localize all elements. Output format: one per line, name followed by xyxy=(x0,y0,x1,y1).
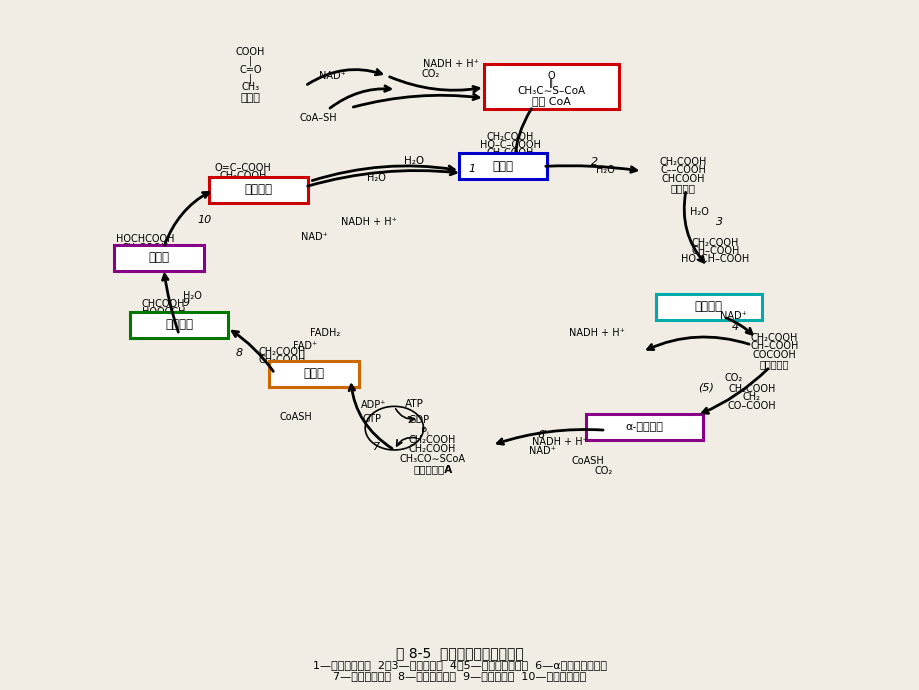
Text: 1: 1 xyxy=(468,164,475,174)
Text: COCOOH: COCOOH xyxy=(752,350,796,359)
Text: α-酮戊二酸: α-酮戊二酸 xyxy=(625,422,663,432)
Text: GDP: GDP xyxy=(408,415,429,425)
Text: 延胡索酸: 延胡索酸 xyxy=(165,318,193,331)
Text: NAD⁺: NAD⁺ xyxy=(528,446,555,455)
Text: ‖: ‖ xyxy=(549,79,552,88)
Text: 4: 4 xyxy=(731,322,738,332)
FancyBboxPatch shape xyxy=(585,414,702,440)
Text: CH₂COOH: CH₂COOH xyxy=(121,242,169,253)
Text: CH₂COOH: CH₂COOH xyxy=(258,355,306,365)
Text: 草酰乙酸: 草酰乙酸 xyxy=(244,183,272,196)
Text: NAD⁺: NAD⁺ xyxy=(319,71,346,81)
Text: 异柠檬酸: 异柠檬酸 xyxy=(694,300,722,313)
FancyBboxPatch shape xyxy=(209,177,308,203)
Text: FAD⁺: FAD⁺ xyxy=(292,342,317,351)
Text: COOH: COOH xyxy=(235,47,265,57)
Text: 3: 3 xyxy=(716,217,722,227)
Text: ATP: ATP xyxy=(404,399,424,408)
Text: NAD⁺: NAD⁺ xyxy=(720,311,746,322)
Text: CH–COOH: CH–COOH xyxy=(750,342,798,351)
Text: CH₂COOH: CH₂COOH xyxy=(409,444,456,453)
FancyBboxPatch shape xyxy=(459,153,546,179)
Text: CoASH: CoASH xyxy=(279,411,312,422)
Text: 琥珀酸: 琥珀酸 xyxy=(303,367,324,380)
Text: C––COOH: C––COOH xyxy=(660,166,706,175)
Text: CO₂: CO₂ xyxy=(723,373,742,383)
Text: NADH + H⁺: NADH + H⁺ xyxy=(423,59,478,69)
Text: CH₃: CH₃ xyxy=(241,82,259,92)
Text: H₂O: H₂O xyxy=(183,291,202,301)
Text: FADH₂: FADH₂ xyxy=(310,328,340,337)
Text: NADH + H⁺: NADH + H⁺ xyxy=(341,217,396,227)
Text: 柠檬酸: 柠檬酸 xyxy=(492,160,513,173)
Text: CH₂COOH: CH₂COOH xyxy=(486,132,533,142)
Text: 2: 2 xyxy=(591,157,598,167)
Text: 7: 7 xyxy=(372,442,380,452)
Text: CO–COOH: CO–COOH xyxy=(727,401,776,411)
Text: 琥珀酰辅酶A: 琥珀酰辅酶A xyxy=(413,464,452,474)
Text: CO₂: CO₂ xyxy=(421,69,439,79)
Text: 苹果酸: 苹果酸 xyxy=(149,251,169,264)
FancyBboxPatch shape xyxy=(130,312,228,337)
Text: CH₂COOH: CH₂COOH xyxy=(258,347,306,357)
Text: HO–C–COOH: HO–C–COOH xyxy=(479,140,540,150)
Text: H₂O: H₂O xyxy=(404,156,424,166)
Text: 8: 8 xyxy=(235,348,243,358)
Text: GTP: GTP xyxy=(363,414,381,424)
Text: CH₂COOH: CH₂COOH xyxy=(750,333,798,343)
Text: CH₃C∼S–CoA: CH₃C∼S–CoA xyxy=(516,86,584,97)
Text: CoASH: CoASH xyxy=(571,456,604,466)
Text: NAD⁺: NAD⁺ xyxy=(301,233,327,242)
Text: 1—柠檬酸合成酶  2、3—顺乌头酸酶  4、5—异柠檬酸脱氢酶  6—α酮戊二酸脱氢酶: 1—柠檬酸合成酶 2、3—顺乌头酸酶 4、5—异柠檬酸脱氢酶 6—α酮戊二酸脱氢… xyxy=(312,660,607,671)
Text: C=O: C=O xyxy=(239,65,261,75)
Text: CHCOOH: CHCOOH xyxy=(661,174,704,184)
Text: CHCOOH: CHCOOH xyxy=(142,299,186,309)
Text: O=C–COOH: O=C–COOH xyxy=(214,163,271,172)
Text: CH₂COOH: CH₂COOH xyxy=(219,171,267,181)
Text: CH₂COOH: CH₂COOH xyxy=(727,384,775,394)
FancyBboxPatch shape xyxy=(483,64,618,109)
Text: 7—琥珀酸硫激酶  8—琥珀酸脱氢酶  9—延胡索酸酶  10—苹果酸脱氢酶: 7—琥珀酸硫激酶 8—琥珀酸脱氢酶 9—延胡索酸酶 10—苹果酸脱氢酶 xyxy=(333,671,586,681)
Text: (5): (5) xyxy=(698,383,713,393)
Text: NADH + H⁺: NADH + H⁺ xyxy=(532,437,587,447)
Text: CO₂: CO₂ xyxy=(595,466,612,476)
Text: HOOCCH: HOOCCH xyxy=(142,307,186,317)
Text: 9: 9 xyxy=(183,298,190,308)
Text: ADP⁺: ADP⁺ xyxy=(360,400,386,410)
Text: H₂O: H₂O xyxy=(367,173,385,183)
FancyBboxPatch shape xyxy=(114,245,204,270)
Text: CH₃CO∼SCoA: CH₃CO∼SCoA xyxy=(399,454,465,464)
FancyBboxPatch shape xyxy=(269,361,358,386)
Text: CH₂COOH: CH₂COOH xyxy=(659,157,707,167)
Text: O: O xyxy=(547,71,554,81)
Text: H₂O: H₂O xyxy=(596,166,615,175)
FancyBboxPatch shape xyxy=(655,294,761,319)
Text: Pᵢ: Pᵢ xyxy=(421,427,429,437)
Text: 丙酮酸: 丙酮酸 xyxy=(240,93,260,104)
Text: 10: 10 xyxy=(198,215,211,225)
Text: CH₂: CH₂ xyxy=(742,393,760,402)
Text: NADH + H⁺: NADH + H⁺ xyxy=(568,328,624,337)
Text: CH₂COOH: CH₂COOH xyxy=(409,435,456,446)
Text: |: | xyxy=(248,55,252,66)
Text: 乙酰 CoA: 乙酰 CoA xyxy=(531,96,570,106)
Text: 图 8-5  柠檬酸循环的反应历程: 图 8-5 柠檬酸循环的反应历程 xyxy=(396,646,523,660)
Text: H₂O: H₂O xyxy=(689,207,709,217)
Text: |: | xyxy=(248,73,252,83)
Text: CoA–SH: CoA–SH xyxy=(300,113,337,123)
Text: 顺乌头酸: 顺乌头酸 xyxy=(670,184,695,193)
Text: HO–CH–COOH: HO–CH–COOH xyxy=(680,254,749,264)
Text: HOCHCOOH: HOCHCOOH xyxy=(116,235,175,244)
Text: 草酰琥珀酸: 草酰琥珀酸 xyxy=(759,359,789,369)
Text: CH₂COOH: CH₂COOH xyxy=(486,148,533,159)
Text: CH₂COOH: CH₂COOH xyxy=(691,238,738,248)
Text: 6': 6' xyxy=(537,430,547,440)
Text: CH–COOH: CH–COOH xyxy=(690,246,739,256)
